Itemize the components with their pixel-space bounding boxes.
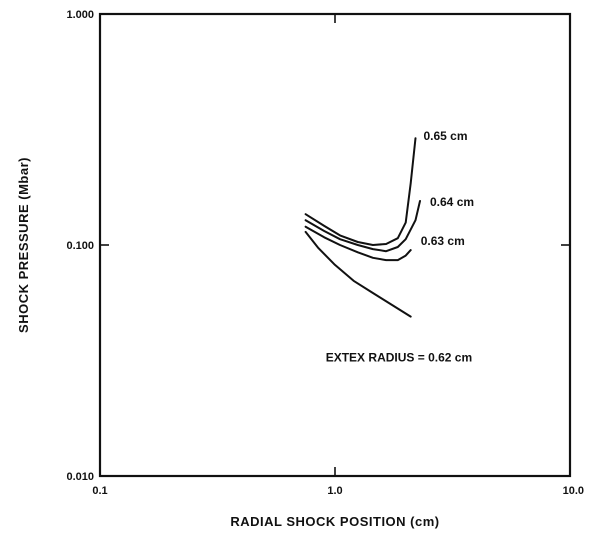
y-tick-label: 0.010 [66, 471, 94, 483]
y-axis-ticks: 0.010 0.100 1.000 [66, 9, 570, 483]
series-label: EXTEX RADIUS = 0.62 cm [326, 351, 472, 365]
plot-frame [98, 12, 572, 478]
series-label: 0.63 cm [421, 234, 465, 248]
y-tick-label: 1.000 [66, 9, 94, 21]
x-axis-label: RADIAL SHOCK POSITION (cm) [230, 514, 439, 529]
series-line [304, 137, 417, 246]
series-line [304, 230, 412, 318]
series-line [304, 200, 421, 253]
series-label: 0.64 cm [430, 195, 474, 209]
series-line [304, 225, 412, 262]
x-axis-ticks: 0.1 1.0 10.0 [92, 14, 584, 497]
y-axis-label: SHOCK PRESSURE (Mbar) [16, 157, 31, 333]
x-tick-label: 10.0 [563, 485, 584, 497]
series-label: 0.65 cm [423, 129, 467, 143]
series-lines [304, 137, 421, 318]
y-tick-label: 0.100 [66, 240, 94, 252]
series-labels: EXTEX RADIUS = 0.62 cm 0.63 cm 0.64 cm 0.65… [326, 129, 474, 364]
x-tick-label: 0.1 [92, 485, 107, 497]
x-tick-label: 1.0 [327, 485, 342, 497]
